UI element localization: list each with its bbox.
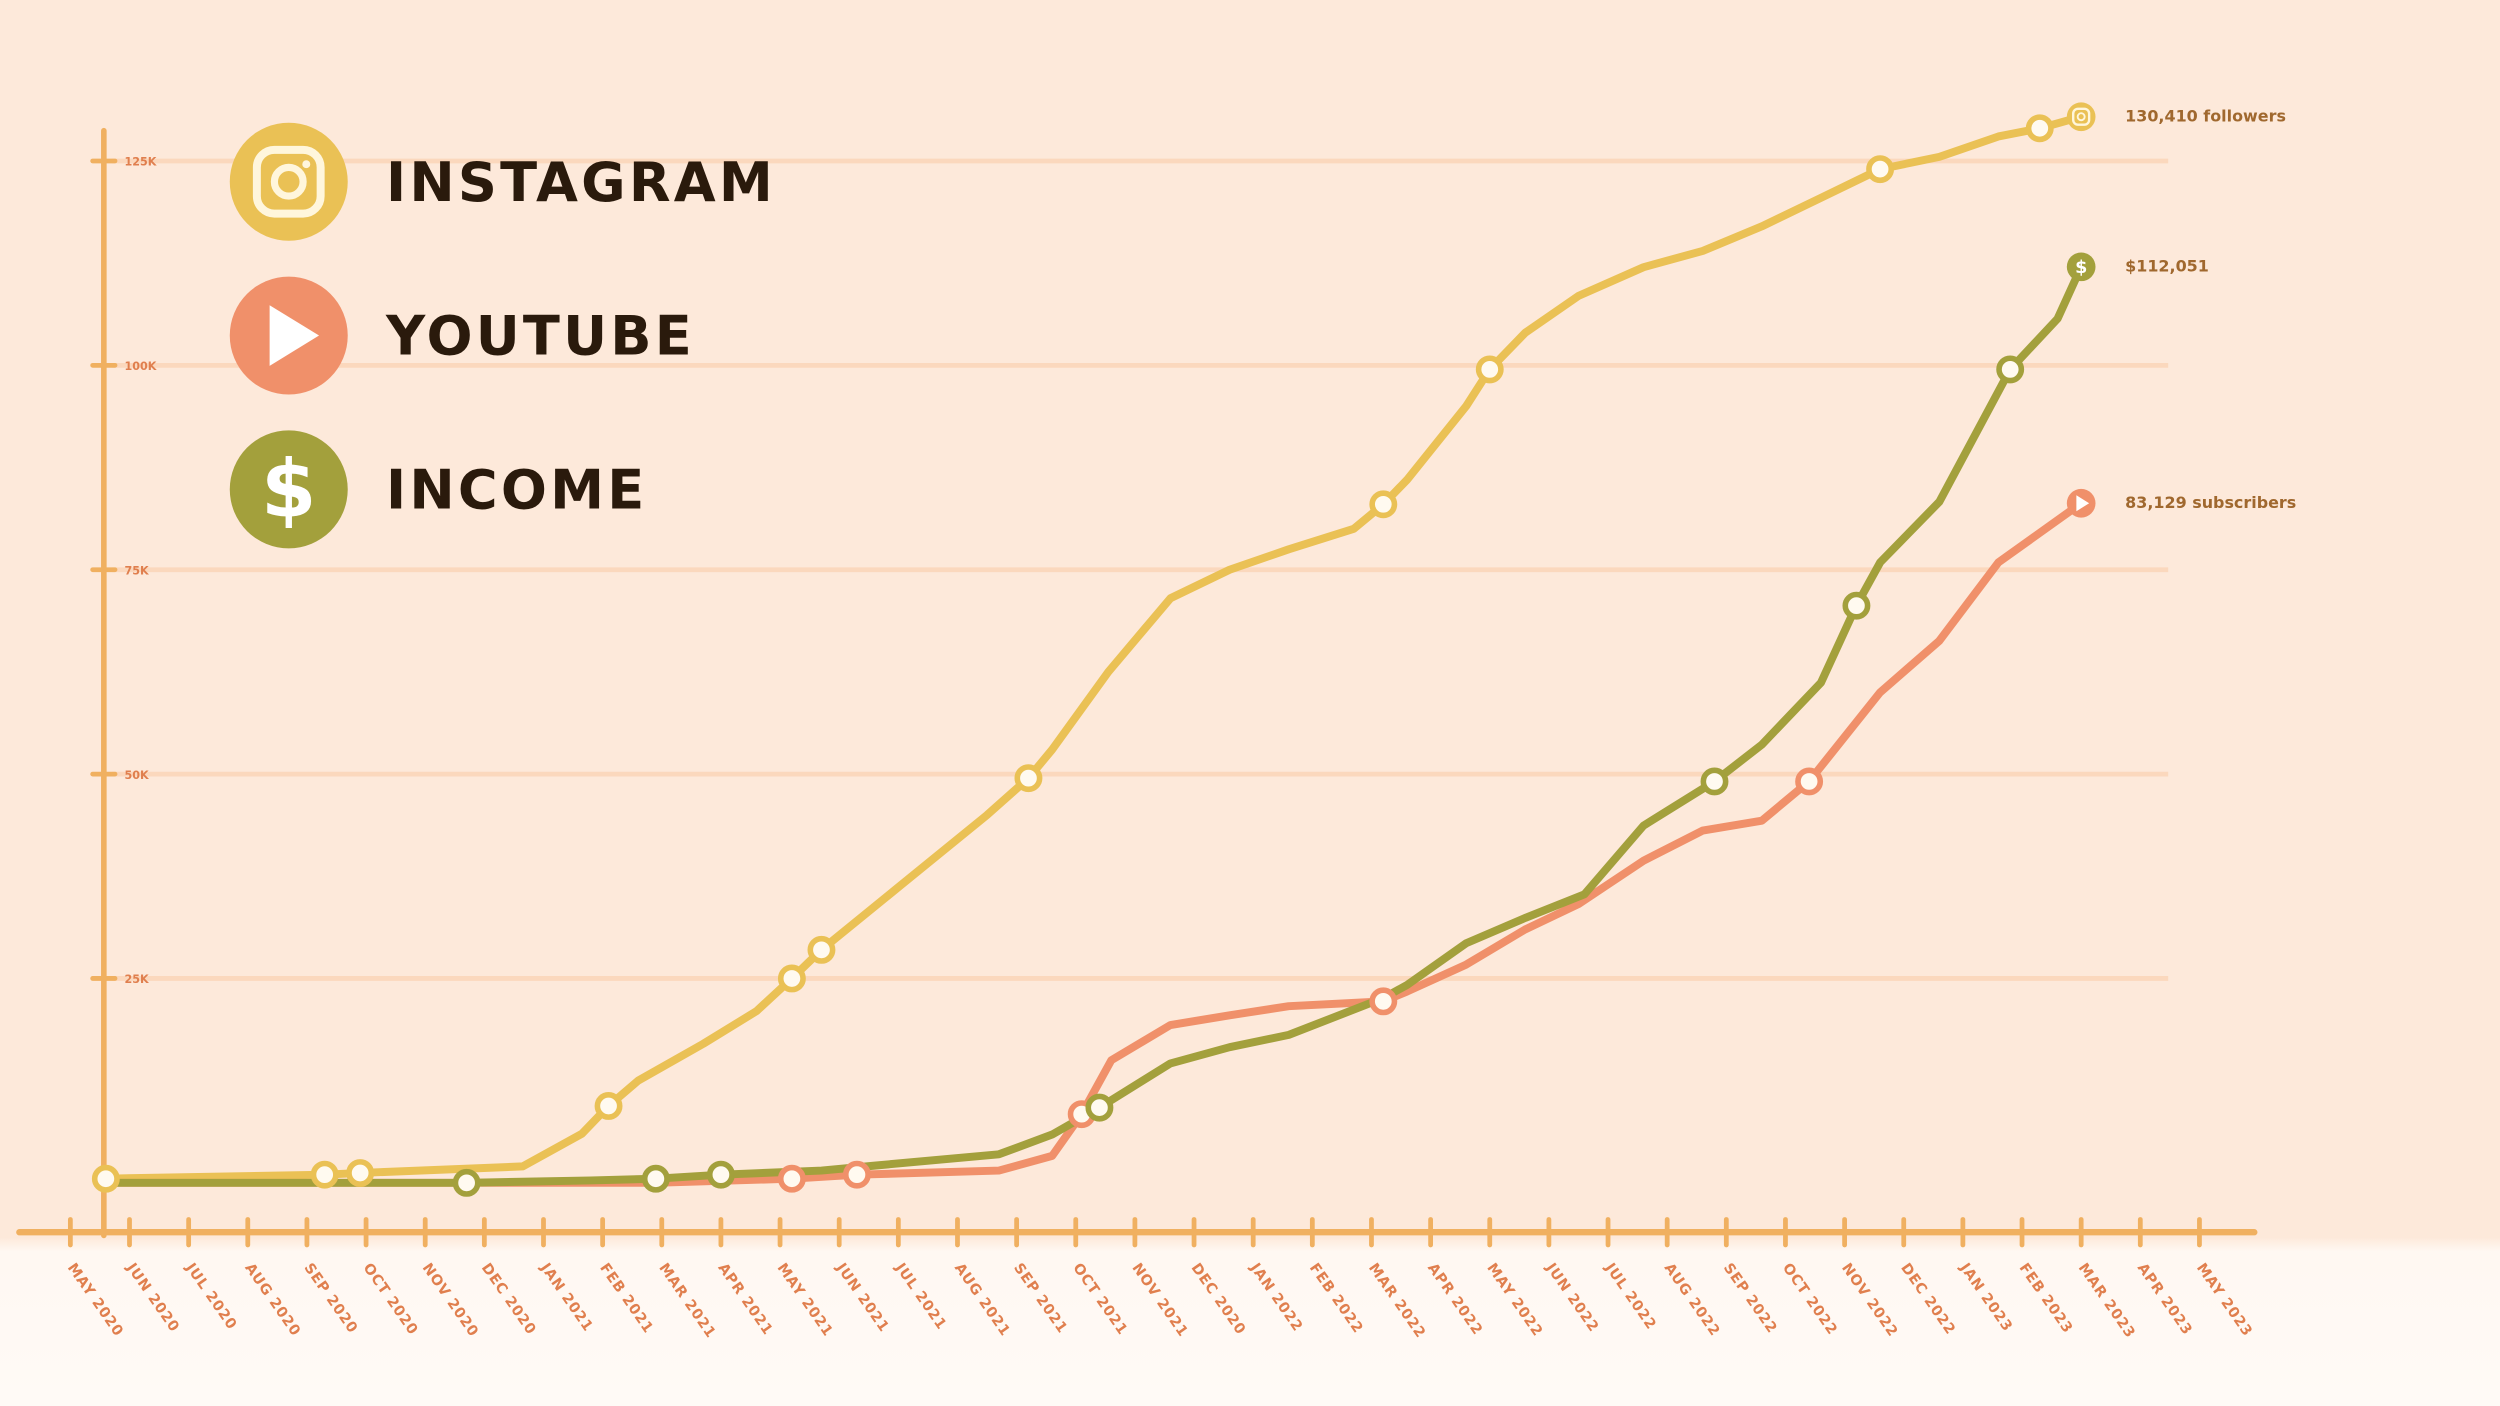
y-tick-label: 25K [125, 973, 150, 986]
data-point-income [1085, 1093, 1114, 1122]
data-point-income [452, 1168, 481, 1197]
data-point-instagram [1866, 155, 1895, 184]
end-marker-circle [2066, 252, 2096, 282]
x-tick-label: DEC 2020 [1188, 1260, 1249, 1338]
x-tick-label: JUN 2020 [122, 1260, 182, 1336]
data-point-instagram [1014, 764, 1043, 793]
data-point-instagram [1475, 355, 1504, 384]
dollar-icon: $ [261, 442, 316, 535]
end-annotation-youtube: 83,129 subscribers [2125, 493, 2296, 512]
x-tick-label: APR 2022 [1424, 1260, 1485, 1338]
x-tick-label: MAY 2023 [2193, 1260, 2255, 1339]
x-tick-label: OCT 2021 [1069, 1260, 1130, 1338]
x-tick-label: FEB 2022 [1306, 1260, 1366, 1336]
x-tick-label: AUG 2022 [1661, 1260, 1723, 1339]
end-marker-circle [2066, 102, 2096, 132]
x-tick-label: JAN 2021 [536, 1260, 595, 1335]
legend-swatch [229, 430, 348, 549]
x-tick-label: MAR 2023 [2075, 1260, 2138, 1341]
data-point-instagram [346, 1159, 375, 1187]
y-tick-label: 50K [125, 769, 150, 782]
end-marker-youtube [2066, 488, 2096, 518]
data-point-income [1842, 591, 1871, 620]
x-tick-label: FEB 2023 [2016, 1260, 2076, 1336]
legend-swatch [229, 122, 348, 241]
dollar-icon: $ [2075, 258, 2087, 278]
data-point-instagram [91, 1164, 120, 1193]
x-tick-label: JUL 2022 [1601, 1260, 1659, 1333]
series-line-youtube [101, 499, 2086, 1187]
y-tick-label: 75K [125, 564, 150, 577]
instagram-icon-lens [2076, 112, 2086, 122]
instagram-icon [252, 145, 325, 218]
x-tick-label: JUL 2021 [891, 1260, 949, 1333]
legend-label: INSTAGRAM [386, 151, 776, 214]
data-point-instagram [2025, 114, 2054, 143]
x-tick-label: NOV 2021 [1128, 1260, 1191, 1340]
legend-label: YOUTUBE [385, 305, 695, 368]
play-icon [2076, 495, 2090, 512]
end-marker-income: $ [2066, 252, 2096, 282]
x-tick-label: OCT 2020 [360, 1260, 421, 1338]
legend: INSTAGRAM YOUTUBE $ INCOME [229, 122, 776, 549]
end-annotation-income: $112,051 [2125, 257, 2209, 276]
series-line-instagram [101, 112, 2086, 1183]
data-point-income [641, 1164, 670, 1193]
gridlines [111, 158, 2169, 981]
x-tick-label: DEC 2020 [478, 1260, 539, 1338]
data-point-instagram [310, 1160, 339, 1189]
x-tick-label: MAY 2021 [774, 1260, 836, 1339]
x-tick-label: OCT 2022 [1779, 1260, 1840, 1338]
x-tick-label: JAN 2022 [1246, 1260, 1305, 1335]
x-tick-label: JAN 2023 [1956, 1260, 2015, 1335]
data-point-instagram [594, 1092, 623, 1120]
x-tick-label: MAR 2021 [655, 1260, 718, 1341]
legend-item-instagram: INSTAGRAM [229, 122, 776, 241]
series-lines: 130,410 followers 83,129 subscribers $ $112… [91, 102, 2296, 1197]
x-tick-label: APR 2021 [714, 1260, 775, 1338]
x-tick-label: DEC 2022 [1897, 1260, 1958, 1338]
x-tick-label: JUN 2022 [1542, 1260, 1602, 1336]
end-annotation-instagram: 130,410 followers [2125, 107, 2286, 126]
x-tick-label: SEP 2021 [1010, 1260, 1070, 1336]
data-point-instagram [807, 935, 836, 964]
x-tick-label: FEB 2021 [596, 1260, 656, 1336]
legend-item-youtube: YOUTUBE [229, 276, 695, 395]
y-tick-label: 100K [125, 360, 157, 373]
series-line-income [101, 262, 2086, 1187]
data-point-instagram [777, 964, 806, 993]
x-tick-label: NOV 2022 [1838, 1260, 1901, 1340]
data-point-youtube [842, 1160, 871, 1189]
instagram-icon-lens [270, 163, 307, 200]
data-point-instagram [1369, 490, 1398, 519]
x-tick-label: MAY 2022 [1483, 1260, 1545, 1339]
end-marker-instagram [2066, 102, 2096, 132]
x-tick-label: NOV 2020 [419, 1260, 482, 1340]
data-point-income [1700, 767, 1729, 796]
x-tick-label: AUG 2021 [951, 1260, 1013, 1339]
legend-label: INCOME [386, 459, 647, 522]
data-point-youtube [1369, 987, 1398, 1016]
instagram-icon-dot [302, 160, 311, 169]
x-tick-label: APR 2023 [2134, 1260, 2195, 1338]
legend-item-income: $ INCOME [229, 430, 647, 549]
play-icon [269, 305, 320, 366]
data-point-youtube [1795, 767, 1824, 796]
x-tick-label: AUG 2020 [241, 1260, 303, 1339]
x-tick-label: JUL 2020 [182, 1260, 240, 1333]
data-point-youtube [777, 1164, 806, 1193]
y-tick-label: 125K [125, 156, 157, 169]
x-tick-label: MAY 2020 [64, 1260, 126, 1339]
instagram-icon [2071, 107, 2091, 126]
x-tick-label: SEP 2020 [300, 1260, 360, 1336]
data-point-income [706, 1160, 735, 1189]
x-tick-label: MAR 2022 [1365, 1260, 1428, 1341]
data-point-income [1996, 355, 2025, 384]
x-tick-label: JUN 2021 [832, 1260, 892, 1336]
x-tick-label: SEP 2022 [1720, 1260, 1780, 1336]
